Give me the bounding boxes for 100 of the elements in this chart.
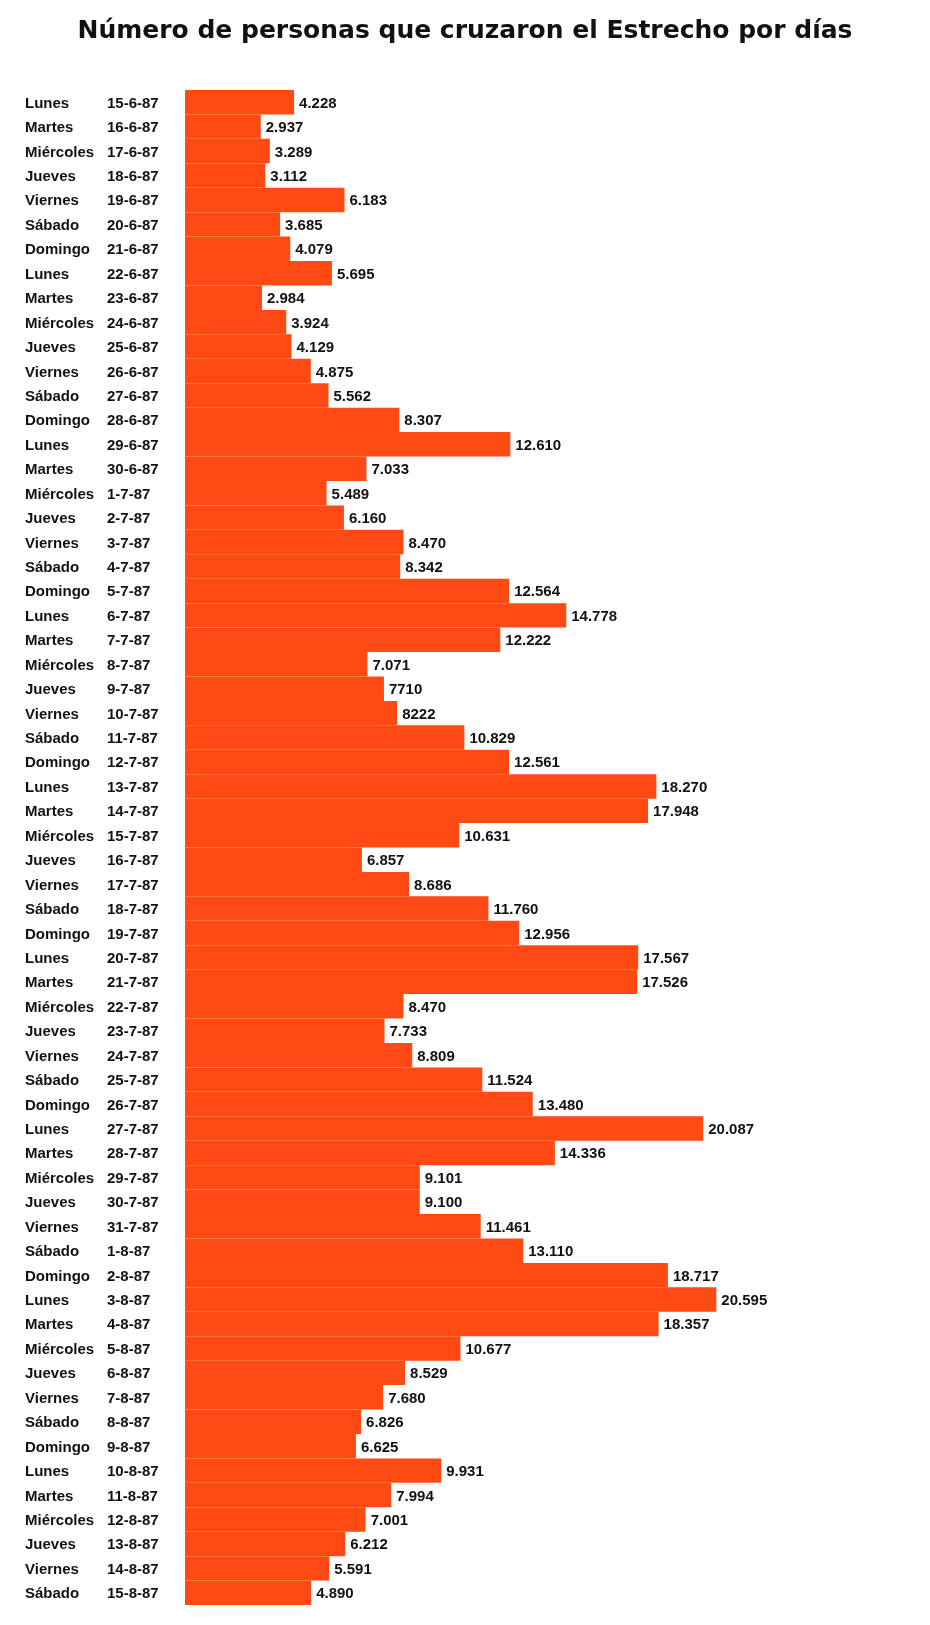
- data-label: 17.567: [643, 948, 690, 966]
- data-label: 12.956: [524, 924, 571, 942]
- data-label: 4.228: [299, 93, 337, 111]
- category-label: Viernes 19-6-87: [25, 191, 159, 209]
- data-label: 18.270: [661, 777, 708, 795]
- y-tick-label: Miércoles 15-7-87: [25, 826, 159, 844]
- data-label: 9.101: [424, 1168, 463, 1186]
- data-label: 7.071: [372, 655, 410, 673]
- y-tick-label: Domingo 9-8-87: [25, 1437, 151, 1455]
- data-label: 8.470: [408, 997, 447, 1015]
- data-label: 8.470: [408, 533, 447, 551]
- data-label: 5.489: [331, 484, 370, 502]
- data-label: 7.994: [396, 1486, 435, 1504]
- category-label: Sábado 8-8-87: [25, 1413, 151, 1431]
- data-label: 13.110: [528, 1242, 574, 1260]
- data-label: 7.033: [371, 460, 409, 478]
- data-label: 6.212: [350, 1535, 388, 1553]
- category-label: Sábado 20-6-87: [25, 215, 159, 233]
- y-tick-label: Miércoles 8-7-87: [25, 655, 151, 673]
- data-label: 2.937: [265, 118, 304, 136]
- category-label: Martes 21-7-87: [25, 973, 159, 991]
- category-label: Lunes 10-8-87: [25, 1462, 159, 1480]
- category-label: Lunes 13-7-87: [25, 777, 159, 795]
- data-label: 20.087: [708, 1120, 755, 1138]
- category-label: Jueves 30-7-87: [25, 1193, 159, 1211]
- data-label: 14.336: [559, 1144, 606, 1162]
- category-label: Sábado 27-6-87: [25, 386, 159, 404]
- y-tick-label: Miércoles 17-6-87: [25, 142, 159, 160]
- category-label: Sábado 18-7-87: [25, 900, 159, 918]
- data-label: 6.625: [360, 1437, 399, 1455]
- data-label: 10.829: [469, 729, 516, 747]
- y-tick-label: Domingo 28-6-87: [25, 411, 159, 429]
- data-label: 5.695: [336, 264, 375, 282]
- data-label: 9.100: [424, 1193, 463, 1211]
- data-label: 3.924: [291, 313, 330, 331]
- category-label: Lunes 3-8-87: [25, 1291, 151, 1309]
- y-tick-label: Miércoles 1-7-87: [25, 484, 151, 502]
- data-label: 8.809: [417, 1046, 455, 1064]
- category-label: Viernes 3-7-87: [25, 533, 151, 551]
- data-label: 18.717: [672, 1266, 719, 1284]
- category-label: Jueves 6-8-87: [25, 1364, 151, 1382]
- y-tick-label: Miércoles 22-7-87: [25, 997, 159, 1015]
- y-tick-label: Miércoles 5-8-87: [25, 1339, 151, 1357]
- y-tick-label: Domingo 26-7-87: [25, 1095, 159, 1113]
- data-label: 10.677: [465, 1339, 512, 1357]
- data-label: 6.183: [349, 191, 388, 209]
- category-label: Lunes 29-6-87: [25, 435, 159, 453]
- category-label: Martes 16-6-87: [25, 118, 159, 136]
- category-label: Martes 23-6-87: [25, 289, 159, 307]
- y-tick-label: Miércoles 12-8-87: [25, 1510, 159, 1528]
- y-tick-label: Domingo 2-8-87: [25, 1266, 151, 1284]
- category-label: Viernes 31-7-87: [25, 1217, 159, 1235]
- data-label: 8.307: [404, 411, 442, 429]
- category-label: Jueves 2-7-87: [25, 509, 151, 527]
- category-label: Lunes 15-6-87: [25, 93, 159, 111]
- y-tick-label: Domingo 12-7-87: [25, 753, 159, 771]
- category-label: Viernes 26-6-87: [25, 362, 159, 380]
- category-label: Lunes 27-7-87: [25, 1120, 159, 1138]
- data-label: 7.680: [388, 1388, 426, 1406]
- category-label: Martes 28-7-87: [25, 1144, 159, 1162]
- category-label: Sábado 15-8-87: [25, 1584, 159, 1602]
- category-label: Lunes 6-7-87: [25, 606, 151, 624]
- data-label: 4.890: [316, 1584, 354, 1602]
- data-label: 5.591: [334, 1559, 372, 1577]
- y-tick-label: Domingo 5-7-87: [25, 582, 151, 600]
- category-label: Sábado 4-7-87: [25, 557, 151, 575]
- data-label: 4.129: [296, 338, 335, 356]
- data-label: 12.610: [515, 435, 562, 453]
- data-label: 12.564: [514, 582, 561, 600]
- category-label: Martes 4-8-87: [25, 1315, 151, 1333]
- data-label: 11.760: [493, 900, 539, 918]
- category-label: Lunes 20-7-87: [25, 948, 159, 966]
- category-label: Jueves 9-7-87: [25, 680, 151, 698]
- data-label: 14.778: [571, 606, 618, 624]
- y-tick-label: Domingo 21-6-87: [25, 240, 159, 258]
- data-label: 2.984: [266, 289, 306, 307]
- data-label: 12.222: [505, 631, 552, 649]
- category-label: Viernes 10-7-87: [25, 704, 159, 722]
- category-label: Martes 30-6-87: [25, 460, 159, 478]
- category-label: Lunes 22-6-87: [25, 264, 159, 282]
- data-label: 11.461: [485, 1217, 531, 1235]
- chart-title: Número de personas que cruzaron el Estrecho por días: [77, 15, 853, 44]
- category-label: Viernes 17-7-87: [25, 875, 159, 893]
- data-label: 8222: [402, 704, 436, 722]
- data-label: 3.112: [270, 167, 308, 185]
- y-tick-label: Miércoles 29-7-87: [25, 1168, 159, 1186]
- y-tick-label: Miércoles 24-6-87: [25, 313, 159, 331]
- data-label: 18.357: [663, 1315, 710, 1333]
- y-tick-label: Domingo 19-7-87: [25, 924, 159, 942]
- data-label: 7710: [388, 680, 423, 698]
- category-label: Sábado 11-7-87: [25, 729, 158, 747]
- category-label: Jueves 23-7-87: [25, 1022, 159, 1040]
- data-label: 7.733: [389, 1022, 428, 1040]
- data-label: 9.931: [446, 1462, 484, 1480]
- data-label: 8.529: [410, 1364, 448, 1382]
- category-label: Jueves 13-8-87: [25, 1535, 159, 1553]
- data-label: 7.001: [370, 1510, 409, 1528]
- data-label: 10.631: [464, 826, 511, 844]
- data-label: 12.561: [514, 753, 560, 771]
- data-label: 20.595: [721, 1291, 768, 1309]
